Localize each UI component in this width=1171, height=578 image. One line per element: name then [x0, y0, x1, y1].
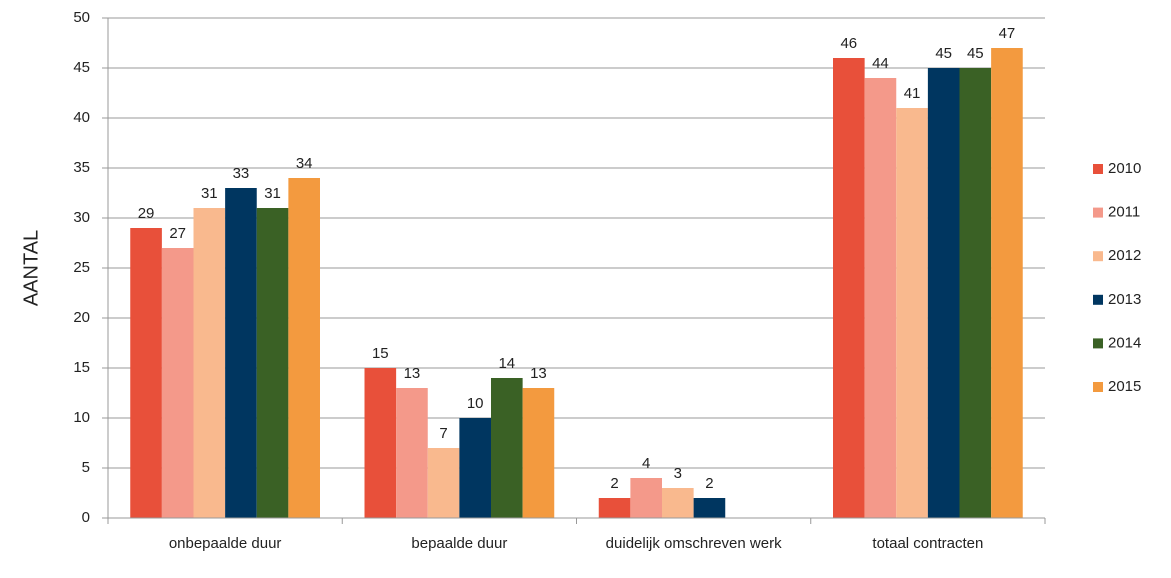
data-label: 29 — [138, 205, 155, 222]
y-tick-label: 40 — [73, 109, 90, 126]
bar — [959, 68, 992, 518]
bar — [490, 378, 523, 518]
data-label: 31 — [201, 185, 218, 202]
bar — [225, 188, 257, 518]
data-label: 31 — [264, 185, 281, 202]
y-tick-label: 15 — [73, 359, 90, 376]
legend-swatch — [1093, 164, 1103, 174]
data-label: 45 — [935, 45, 952, 62]
legend-label: 2014 — [1108, 334, 1141, 351]
y-axis-label: AANTAL — [20, 230, 42, 306]
bar — [693, 498, 726, 518]
data-label: 33 — [233, 165, 250, 182]
data-label: 44 — [872, 55, 889, 72]
data-label: 13 — [530, 365, 547, 382]
bar — [630, 478, 663, 518]
bar — [427, 448, 460, 518]
bar — [991, 48, 1023, 518]
data-label: 3 — [674, 465, 682, 482]
y-tick-label: 20 — [73, 309, 90, 326]
bar — [896, 108, 928, 518]
bar — [288, 178, 320, 518]
data-label: 34 — [296, 155, 313, 172]
data-label: 41 — [904, 85, 921, 102]
legend-label: 2013 — [1108, 291, 1141, 308]
data-label: 27 — [169, 225, 186, 242]
data-label: 47 — [999, 25, 1016, 42]
data-label: 13 — [404, 365, 421, 382]
bar — [598, 498, 631, 518]
y-tick-label: 35 — [73, 159, 90, 176]
bar — [130, 228, 162, 518]
legend-swatch — [1093, 207, 1103, 218]
data-label: 2 — [610, 475, 618, 492]
y-tick-label: 10 — [73, 409, 90, 426]
data-label: 2 — [705, 475, 713, 492]
bar — [459, 418, 491, 518]
bar — [396, 388, 428, 518]
x-tick-label: bepaalde duur — [411, 535, 508, 552]
data-label: 7 — [439, 425, 447, 442]
bar — [256, 208, 289, 518]
bar — [193, 208, 226, 518]
legend-swatch — [1093, 382, 1103, 392]
legend-swatch — [1093, 251, 1103, 262]
bar — [662, 488, 694, 518]
y-tick-label: 5 — [82, 459, 90, 476]
y-tick-label: 45 — [73, 59, 90, 76]
legend-label: 2015 — [1108, 378, 1141, 395]
y-tick-label: 50 — [73, 9, 90, 26]
data-label: 45 — [967, 45, 984, 62]
data-label: 4 — [642, 455, 650, 472]
legend-swatch — [1093, 294, 1103, 305]
y-tick-label: 30 — [73, 209, 90, 226]
legend-label: 2012 — [1108, 247, 1141, 264]
x-tick-label: duidelijk omschreven werk — [605, 535, 782, 552]
legend-swatch — [1093, 338, 1103, 349]
x-tick-label: onbepaalde duur — [168, 535, 282, 552]
bar — [927, 68, 960, 518]
bar — [522, 388, 555, 518]
legend-label: 2010 — [1108, 160, 1141, 177]
y-tick-label: 25 — [73, 259, 90, 276]
bar — [833, 58, 865, 518]
legend-label: 2011 — [1108, 204, 1140, 221]
bar — [364, 368, 397, 518]
data-label: 14 — [498, 355, 515, 372]
x-tick-label: totaal contracten — [872, 535, 984, 552]
data-label: 15 — [372, 345, 389, 362]
y-tick-label: 0 — [82, 509, 90, 526]
bar — [161, 248, 194, 518]
bar — [864, 78, 897, 518]
data-label: 46 — [840, 35, 857, 52]
data-label: 10 — [467, 395, 484, 412]
